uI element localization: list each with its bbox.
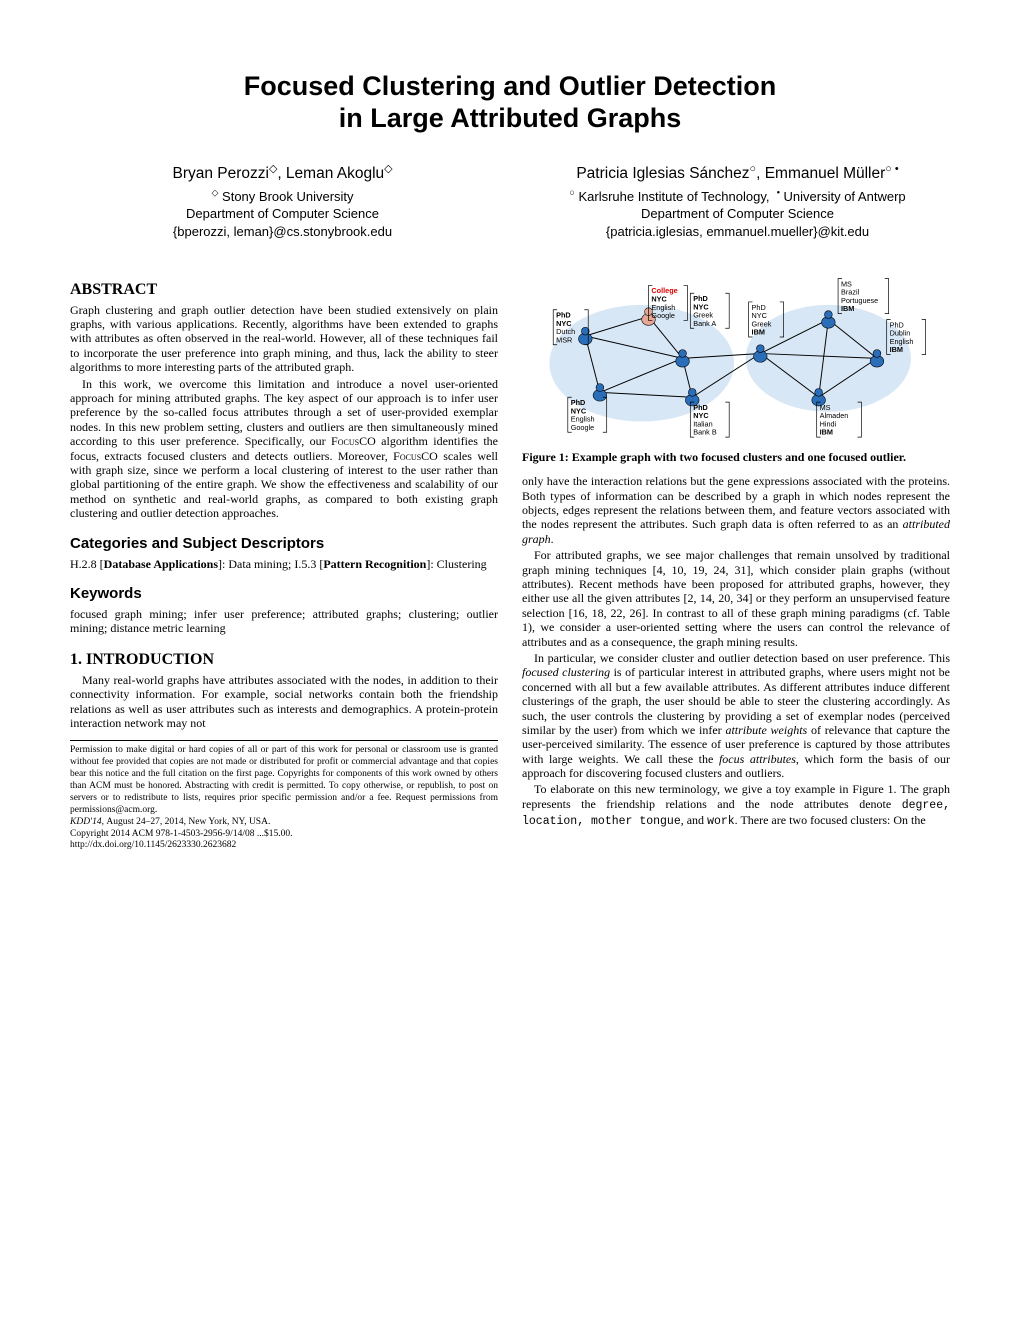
abstract-p2: In this work, we overcome this limitatio… bbox=[70, 377, 498, 521]
authors-row: Bryan Perozzi◇, Leman Akoglu◇ ◇ Stony Br… bbox=[70, 163, 950, 241]
categories-heading: Categories and Subject Descriptors bbox=[70, 535, 498, 553]
categories-body: H.2.8 [Database Applications]: Data mini… bbox=[70, 557, 498, 571]
svg-text:MSBrazilPortugueseIBM: MSBrazilPortugueseIBM bbox=[841, 279, 878, 313]
right-p1: only have the interaction relations but … bbox=[522, 474, 950, 546]
abstract-p1: Graph clustering and graph outlier detec… bbox=[70, 303, 498, 375]
figure-1: CollegeNYCEnglishGoogle PhDNYCDutchMSR PhD… bbox=[522, 266, 950, 465]
right-column: CollegeNYCEnglishGoogle PhDNYCDutchMSR PhD… bbox=[522, 266, 950, 853]
left-column: ABSTRACT Graph clustering and graph outl… bbox=[70, 266, 498, 853]
svg-text:PhDDublinEnglishIBM: PhDDublinEnglishIBM bbox=[890, 320, 914, 354]
author-block-left: Bryan Perozzi◇, Leman Akoglu◇ ◇ Stony Br… bbox=[70, 163, 495, 241]
keywords-body: focused graph mining; infer user prefere… bbox=[70, 607, 498, 636]
author-names: Patricia Iglesias Sánchez○, Emmanuel Mül… bbox=[525, 163, 950, 184]
svg-text:PhDNYCGreekBank A: PhDNYCGreekBank A bbox=[693, 294, 716, 328]
paper-title: Focused Clustering and Outlier Detection… bbox=[70, 70, 950, 135]
svg-text:PhDNYCDutchMSR: PhDNYCDutchMSR bbox=[556, 310, 575, 344]
svg-text:CollegeNYCEnglishGoogle: CollegeNYCEnglishGoogle bbox=[651, 286, 677, 320]
svg-text:PhDNYCItalianBank B: PhDNYCItalianBank B bbox=[693, 402, 717, 436]
graph-diagram: CollegeNYCEnglishGoogle PhDNYCDutchMSR PhD… bbox=[522, 266, 950, 441]
copyright-footnote: Permission to make digital or hard copie… bbox=[70, 740, 498, 852]
keywords-heading: Keywords bbox=[70, 585, 498, 603]
right-p2: For attributed graphs, we see major chal… bbox=[522, 548, 950, 649]
figure-caption: Figure 1: Example graph with two focused… bbox=[522, 450, 950, 464]
intro-p1: Many real-world graphs have attributes a… bbox=[70, 673, 498, 731]
author-affil: ○ Karlsruhe Institute of Technology, • U… bbox=[525, 187, 950, 241]
author-names: Bryan Perozzi◇, Leman Akoglu◇ bbox=[70, 163, 495, 184]
right-p3: In particular, we consider cluster and o… bbox=[522, 651, 950, 781]
abstract-heading: ABSTRACT bbox=[70, 280, 498, 299]
author-affil: ◇ Stony Brook University Department of C… bbox=[70, 187, 495, 241]
author-block-right: Patricia Iglesias Sánchez○, Emmanuel Mül… bbox=[525, 163, 950, 241]
right-p4: To elaborate on this new terminology, we… bbox=[522, 782, 950, 828]
intro-heading: 1. INTRODUCTION bbox=[70, 650, 498, 669]
